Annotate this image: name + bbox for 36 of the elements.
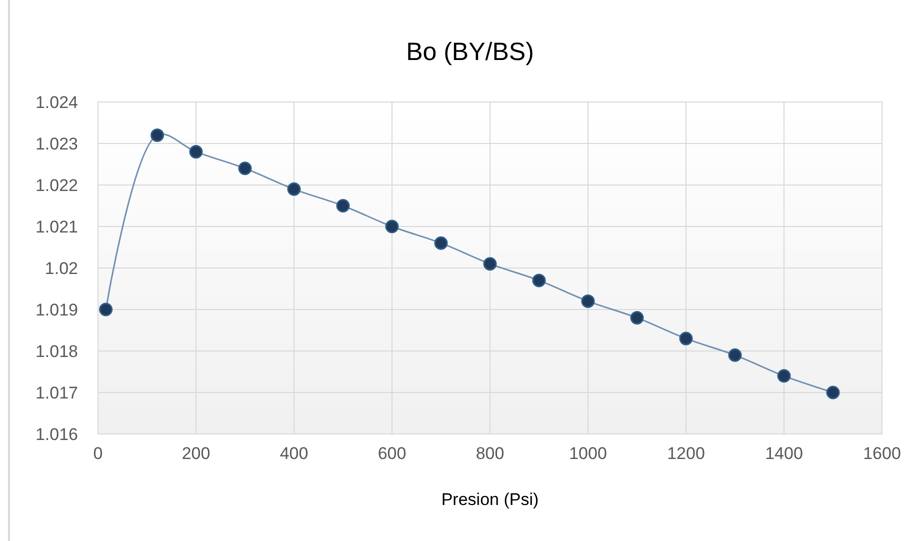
x-tick-label: 1200 (667, 444, 705, 463)
point (483, 257, 497, 271)
point (287, 182, 301, 196)
y-tick-label: 1.02 (44, 259, 78, 278)
x-tick-label: 1400 (765, 444, 803, 463)
point (385, 220, 399, 234)
point (826, 386, 840, 400)
point (150, 128, 164, 142)
point (630, 311, 644, 325)
point (581, 294, 595, 308)
x-tick-label: 200 (182, 444, 210, 463)
point (189, 145, 203, 159)
point (532, 274, 546, 288)
x-tick-label: 400 (280, 444, 308, 463)
y-tick-label: 1.017 (35, 384, 78, 402)
x-tick-label: 800 (476, 444, 504, 463)
y-tick-label: 1.022 (35, 176, 78, 195)
x-tick-label: 600 (378, 444, 406, 463)
point (434, 236, 448, 250)
y-tick-label: 1.023 (35, 134, 78, 154)
y-tick-label: 1.024 (35, 93, 78, 112)
point (99, 302, 113, 316)
point (777, 369, 791, 383)
x-tick-label: 1000 (569, 444, 607, 463)
point (728, 348, 742, 362)
point (679, 332, 693, 346)
chart-title: Bo (BY/BS) (406, 38, 534, 66)
point (336, 199, 350, 212)
y-tick-label: 1.019 (35, 300, 78, 320)
x-tick-label: 0 (93, 444, 103, 463)
y-tick-label: 1.018 (35, 342, 78, 361)
point (238, 162, 252, 176)
x-tick-label: 1600 (863, 444, 901, 463)
x-axis-title: Presion (Psi) (441, 490, 539, 509)
y-tick-label: 1.016 (35, 425, 78, 444)
y-tick-label: 1.021 (35, 218, 78, 236)
